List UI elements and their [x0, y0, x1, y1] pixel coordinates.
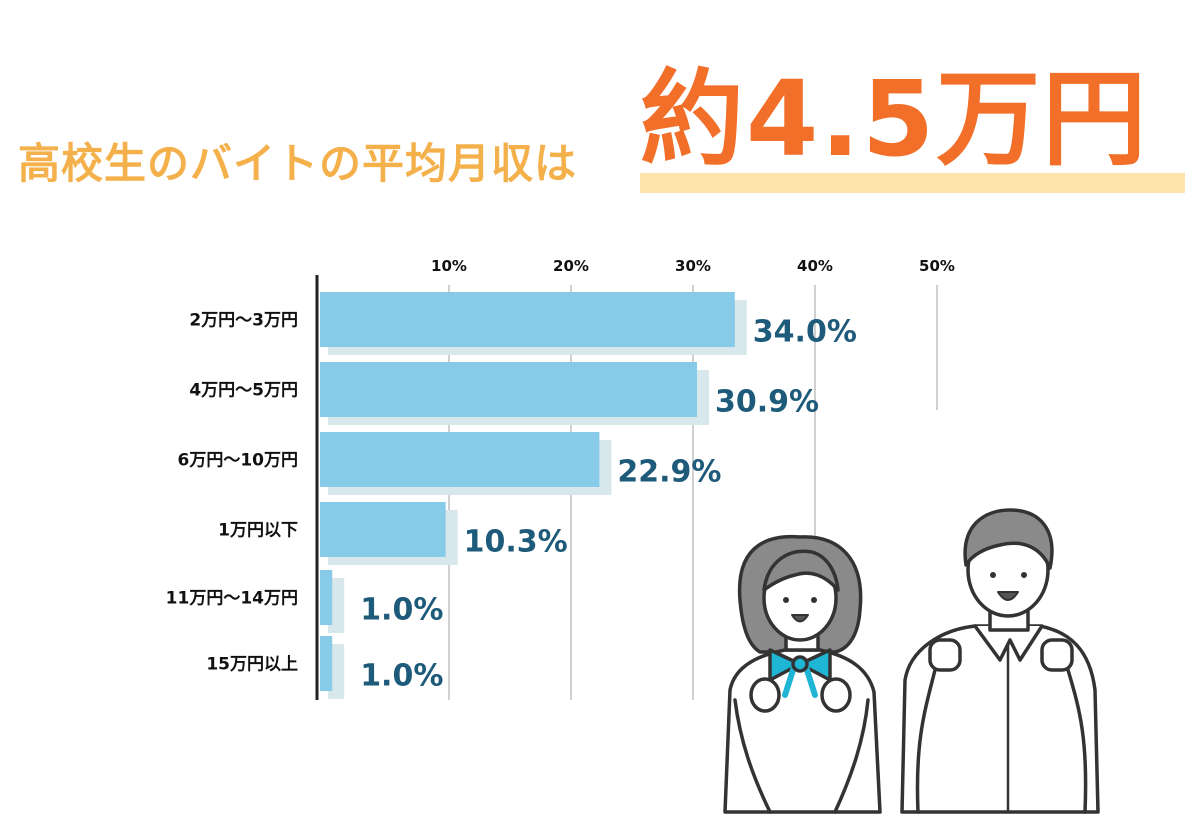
category-label: 2万円〜3万円: [189, 311, 298, 331]
value-label: 30.9%: [715, 385, 819, 420]
value-label: 22.9%: [617, 455, 721, 490]
category-label: 1万円以下: [218, 521, 298, 541]
headline-highlight: [640, 173, 1185, 193]
x-tick-label: 40%: [797, 257, 833, 275]
headline: 高校生のバイトの平均月収は 約4.5万円: [0, 58, 1200, 210]
x-tick-label: 30%: [675, 257, 711, 275]
value-label: 1.0%: [360, 593, 443, 628]
category-label: 4万円〜5万円: [189, 381, 298, 401]
labels: 10% 20% 30% 40% 50% 2万円〜3万円 34.0% 4万円〜5万円 30.9% 6…: [166, 257, 955, 694]
category-label: 11万円〜14万円: [166, 589, 298, 609]
x-tick-label: 20%: [553, 257, 589, 275]
x-tick-label: 10%: [431, 257, 467, 275]
bar: [320, 502, 446, 557]
headline-amount: 約4.5万円: [640, 58, 1149, 180]
students-cheering-icon: [723, 508, 1100, 814]
category-label: 15万円以上: [206, 655, 298, 675]
bar: [320, 362, 697, 417]
bar: [320, 292, 735, 347]
boy-student-icon: [900, 508, 1100, 814]
x-tick-label: 50%: [919, 257, 955, 275]
value-label: 34.0%: [753, 315, 857, 350]
value-label: 10.3%: [464, 525, 568, 560]
girl-student-icon: [723, 534, 882, 814]
value-label: 1.0%: [360, 659, 443, 694]
bar: [320, 570, 333, 625]
bar: [320, 432, 600, 487]
category-label: 6万円〜10万円: [178, 451, 299, 471]
bars: [320, 292, 747, 699]
headline-text: 高校生のバイトの平均月収は: [18, 139, 578, 188]
bar: [320, 636, 333, 691]
